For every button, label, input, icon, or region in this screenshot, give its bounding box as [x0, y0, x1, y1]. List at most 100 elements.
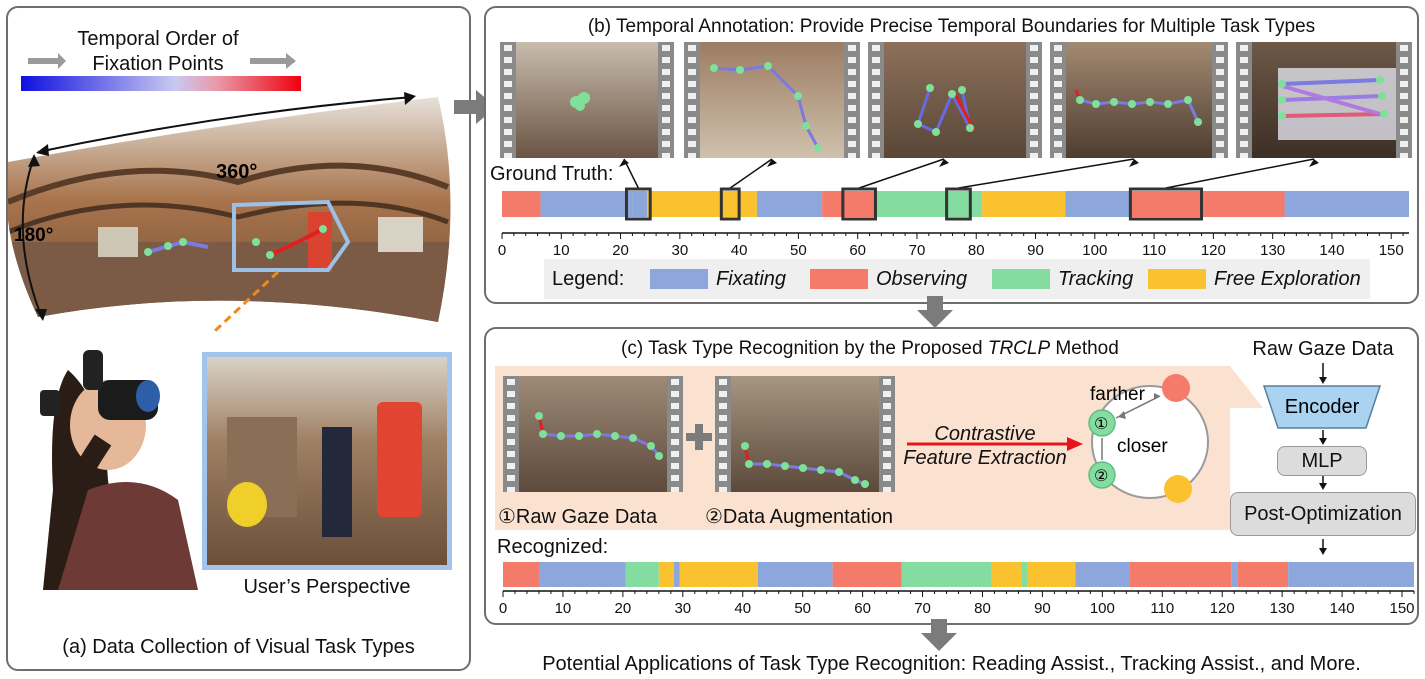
timeline-segment-3	[632, 191, 648, 217]
annotation-box-5	[1128, 187, 1204, 221]
post-optimization-block: Post-Optimization	[1230, 492, 1416, 536]
encoder-block: Encoder	[1262, 385, 1382, 429]
legend-swatch-observing	[810, 269, 868, 289]
legend-title: Legend:	[552, 267, 625, 290]
tick-label-140: 140	[1319, 242, 1344, 259]
timeline-segment-13	[1075, 562, 1130, 587]
pipeline-title: Raw Gaze Data	[1252, 338, 1394, 360]
tick-label-0: 0	[499, 600, 507, 617]
frame-thumbnail-4	[1050, 42, 1228, 158]
legend-item-observing: Observing	[810, 259, 967, 299]
legend-item-tracking: Tracking	[992, 259, 1133, 299]
tick-label-40: 40	[734, 600, 751, 617]
timeline-segment-9	[1065, 191, 1131, 217]
closer-label: closer	[1117, 436, 1168, 457]
annotation-connector-5	[1165, 158, 1315, 189]
footer-applications: Potential Applications of Task Type Reco…	[542, 653, 1361, 675]
timeline-segment-7	[875, 191, 983, 217]
annotation-connector-4	[958, 158, 1135, 189]
panel-c-title-suffix: Method	[1050, 338, 1119, 359]
panel-a-caption: (a) Data Collection of Visual Task Types	[62, 636, 415, 658]
legend-label-tracking: Tracking	[1058, 267, 1134, 290]
timeline-segment-16	[1237, 562, 1289, 587]
timeline-segment-10	[991, 562, 1022, 587]
timeline-segment-15	[1231, 562, 1238, 587]
tick-label-40: 40	[731, 242, 748, 259]
annotation-arrowhead-4	[1129, 159, 1139, 167]
timeline-segment-14	[1129, 562, 1232, 587]
timeline-segment-2	[540, 191, 633, 217]
panel-b-title: (b) Temporal Annotation: Provide Precise…	[587, 16, 1316, 37]
timeline-segment-12	[1027, 562, 1076, 587]
tick-label-110: 110	[1142, 242, 1166, 259]
contrastive-line1: Contrastive	[934, 423, 1036, 445]
gaze-overlays-b	[570, 62, 1396, 152]
annotation-box-4	[945, 187, 972, 221]
panel-c-title: (c) Task Type Recognition by the Propose…	[621, 338, 1119, 360]
legend-item-free-exploration: Free Exploration	[1148, 259, 1361, 299]
timeline-segment-5	[756, 191, 823, 217]
timeline-segment-11	[1021, 562, 1028, 587]
tick-label-60: 60	[849, 242, 866, 259]
legend-item-fixating: Fixating	[650, 259, 786, 299]
augmentation-caption: ②Data Augmentation	[705, 506, 894, 528]
tick-label-20: 20	[615, 600, 632, 617]
plus-icon	[686, 424, 712, 450]
vr-user-illustration	[40, 350, 198, 590]
farther-label: farther	[1090, 384, 1146, 405]
user-perspective-label: User’s Perspective	[243, 576, 411, 598]
encoder-label: Encoder	[1285, 396, 1360, 418]
timeline-segment-10	[1130, 191, 1285, 217]
timeline-segment-6	[822, 191, 876, 217]
legend: Legend: Fixating Observing Tracking Free…	[544, 259, 1370, 299]
sample-2-marker: ②	[1094, 468, 1108, 485]
annotation-connector-3	[858, 158, 945, 189]
contrastive-arrow	[907, 437, 1083, 451]
gaze-overlays-c	[535, 412, 869, 488]
mlp-block: MLP	[1277, 446, 1367, 476]
annotation-box-3	[841, 187, 877, 221]
timeline-segment-6	[679, 562, 758, 587]
annotation-box-2	[719, 187, 741, 221]
tick-label-0: 0	[498, 242, 506, 259]
tick-label-110: 110	[1150, 600, 1174, 617]
tick-label-120: 120	[1210, 600, 1235, 617]
annotation-arrowhead-5	[1309, 159, 1319, 167]
contrastive-label: Contrastive Feature Extraction	[890, 422, 1080, 470]
label-360: 360°	[216, 161, 257, 183]
timeline-segment-4	[658, 562, 674, 587]
tick-label-10: 10	[553, 242, 570, 259]
sample-1-marker: ①	[1094, 416, 1108, 433]
panel-c-method-name: TRCLP	[987, 338, 1051, 359]
tick-label-50: 50	[790, 242, 807, 259]
legend-swatch-tracking	[992, 269, 1050, 289]
tick-label-100: 100	[1082, 242, 1107, 259]
timeline-segment-17	[1288, 562, 1414, 587]
timeline-segment-8	[982, 191, 1066, 217]
legend-label-observing: Observing	[876, 267, 968, 290]
timeline-segment-9	[901, 562, 992, 587]
tick-label-70: 70	[914, 600, 931, 617]
timeline-segment-8	[832, 562, 902, 587]
label-180: 180°	[14, 225, 53, 246]
temporal-order-line1: Temporal Order of	[77, 28, 239, 50]
timeline-segment-5	[673, 562, 680, 587]
legend-label-free-exploration: Free Exploration	[1214, 267, 1361, 290]
tick-label-100: 100	[1090, 600, 1115, 617]
temporal-order-colorbar	[21, 53, 301, 91]
panorama-360: 360° 180°	[8, 92, 451, 332]
raw-gaze-caption: ①Raw Gaze Data	[498, 506, 658, 528]
tick-label-150: 150	[1389, 600, 1414, 617]
temporal-order-title: Temporal Order of Fixation Points	[20, 27, 296, 77]
tick-label-80: 80	[974, 600, 991, 617]
frame-thumbnail-2	[684, 42, 860, 158]
timeline-segment-1	[502, 191, 541, 217]
timeline-segment-7	[757, 562, 833, 587]
tick-label-120: 120	[1201, 242, 1226, 259]
panel-c-title-prefix: (c) Task Type Recognition by the Propose…	[621, 338, 988, 359]
tick-label-30: 30	[674, 600, 691, 617]
arrow-left-icon	[28, 53, 66, 69]
contrastive-line2: Feature Extraction	[903, 447, 1067, 469]
annotation-connector-2	[729, 158, 773, 189]
annotation-box-1	[624, 187, 652, 221]
